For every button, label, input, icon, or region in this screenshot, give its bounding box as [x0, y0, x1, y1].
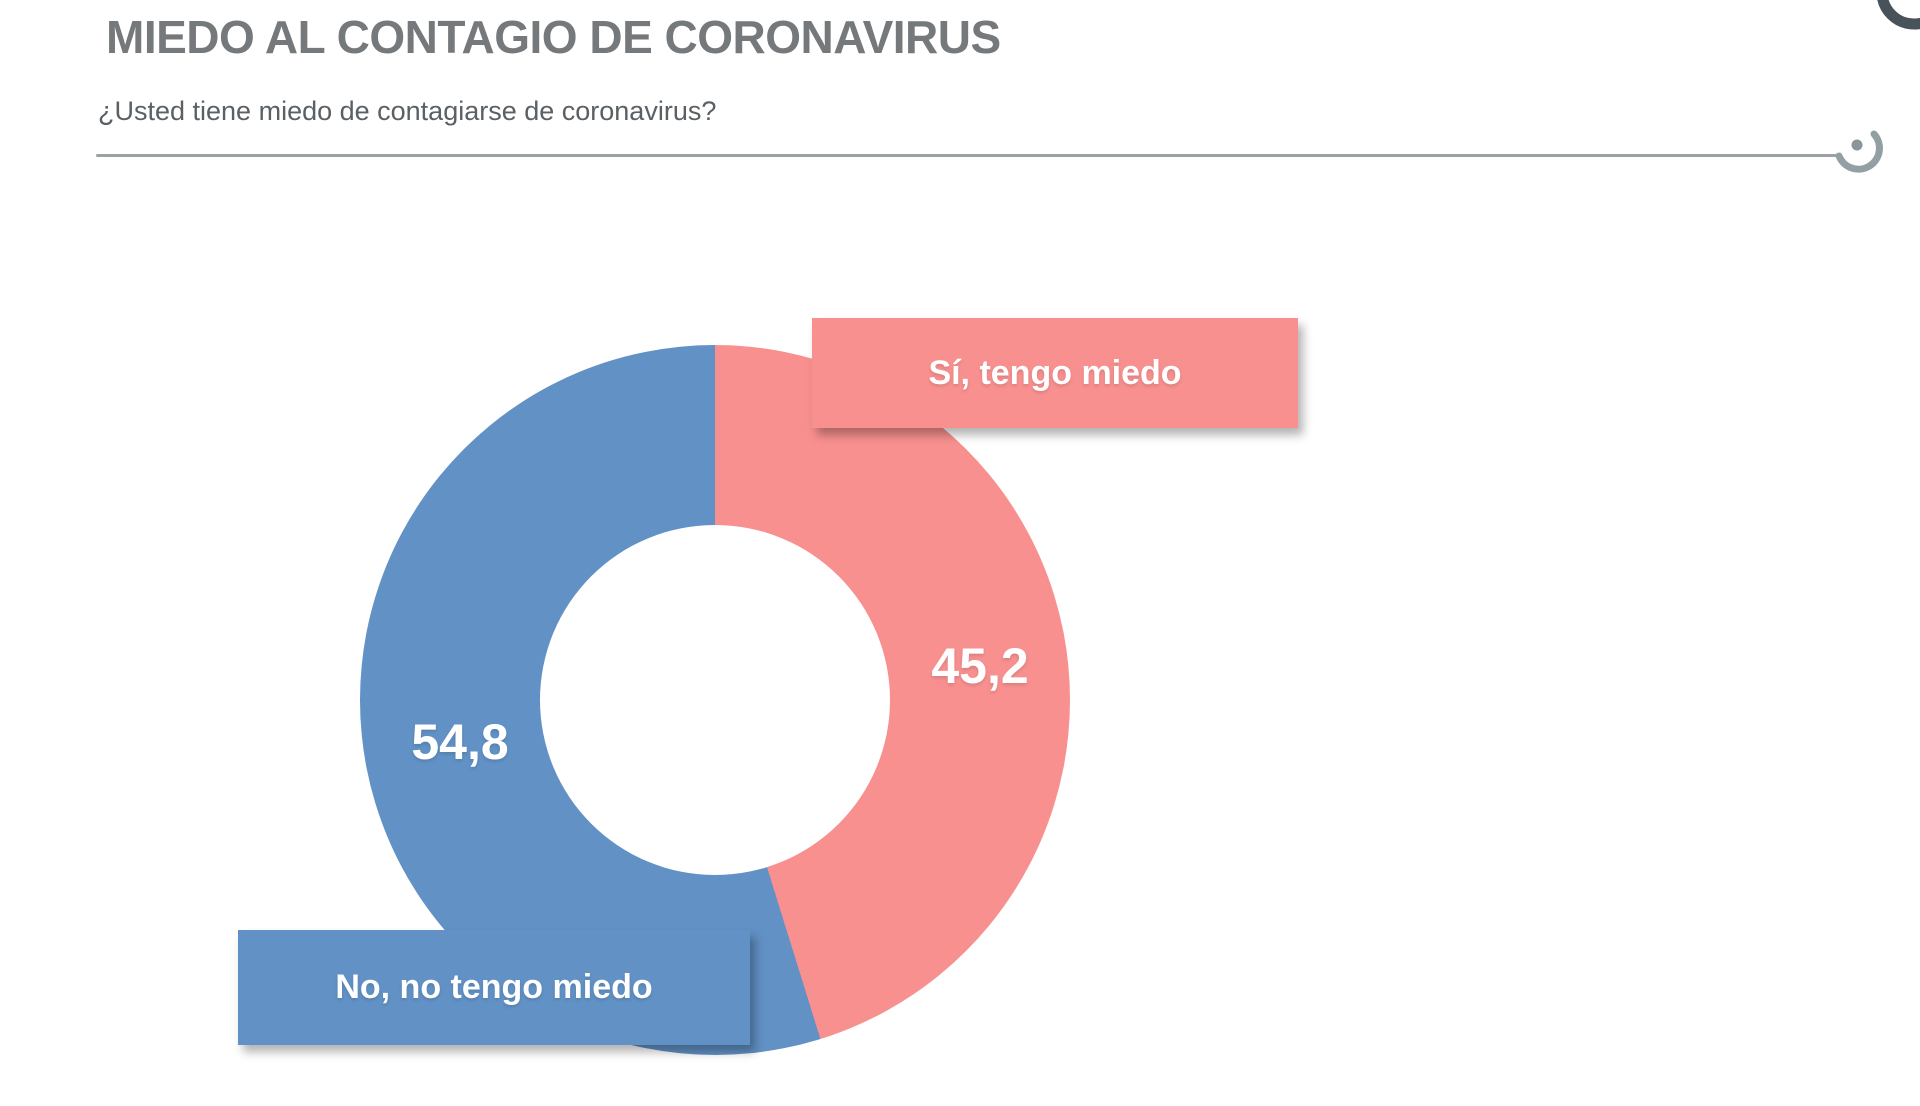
legend-label-no: No, no tengo miedo — [335, 968, 653, 1006]
slice-value-no: 54,8 — [411, 714, 509, 770]
donut-hole — [540, 525, 890, 875]
legend-box-yes: Sí, tengo miedo — [812, 318, 1298, 428]
legend-box-no: No, no tengo miedo — [238, 930, 750, 1045]
legend-label-yes: Sí, tengo miedo — [928, 353, 1182, 392]
page-title: MIEDO AL CONTAGIO DE CORONAVIRUS — [106, 11, 1001, 63]
slice-value-yes: 45,2 — [931, 638, 1029, 694]
divider-line — [96, 154, 1837, 157]
corner-circle-decoration-icon — [1877, 0, 1920, 30]
swoosh-logo-icon — [1835, 130, 1883, 173]
survey-question: ¿Usted tiene miedo de contagiarse de cor… — [98, 96, 717, 126]
